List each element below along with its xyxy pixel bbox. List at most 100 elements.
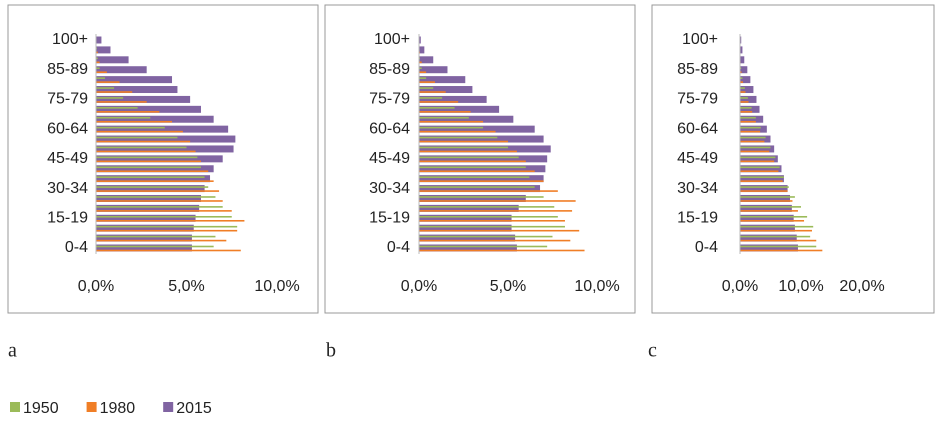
- bar: [96, 135, 236, 143]
- bar: [740, 81, 744, 83]
- x-tick-label: 10,0%: [574, 278, 619, 295]
- bar: [96, 180, 214, 182]
- bar: [740, 215, 808, 218]
- bar: [740, 194, 791, 202]
- bar: [740, 66, 748, 74]
- bar: [96, 170, 209, 173]
- bar: [96, 116, 151, 119]
- bar: [740, 140, 765, 143]
- bar: [419, 166, 526, 169]
- y-tick-label: 75-79: [47, 91, 88, 108]
- bar: [740, 219, 805, 222]
- bar: [96, 155, 223, 163]
- bar: [419, 56, 434, 64]
- bar: [740, 185, 788, 193]
- bar: [419, 145, 551, 153]
- bar: [740, 239, 817, 242]
- bar: [740, 175, 784, 183]
- bar: [419, 194, 526, 202]
- bar: [419, 234, 516, 242]
- bar: [96, 204, 200, 212]
- legend-label: 1950: [23, 400, 59, 417]
- bar: [740, 120, 756, 123]
- bar: [740, 180, 783, 182]
- bar: [419, 86, 473, 94]
- bar: [96, 229, 238, 232]
- bar: [740, 136, 766, 139]
- y-tick-label: 30-34: [677, 180, 718, 197]
- bar: [740, 125, 767, 133]
- bar: [740, 101, 749, 103]
- legend-swatch: [10, 402, 20, 412]
- bar: [419, 185, 541, 193]
- y-tick-label: 60-64: [369, 120, 410, 137]
- bar: [96, 95, 191, 103]
- bar: [419, 219, 565, 222]
- x-tick-label: 5,0%: [490, 278, 526, 295]
- bar: [740, 190, 788, 192]
- bar: [419, 170, 535, 173]
- y-tick-label: 15-19: [677, 210, 718, 227]
- panel-label: b: [326, 340, 336, 362]
- bar: [96, 200, 223, 202]
- bar: [96, 166, 201, 169]
- bar: [96, 215, 232, 218]
- bar: [419, 206, 555, 208]
- bar: [419, 165, 546, 173]
- bar: [419, 150, 517, 153]
- bar: [740, 244, 798, 252]
- bar: [96, 97, 124, 99]
- bar: [96, 115, 214, 123]
- bar: [419, 126, 484, 129]
- bar: [419, 101, 459, 103]
- y-tick-label: 15-19: [47, 210, 88, 227]
- y-tick-label: 75-79: [369, 91, 410, 108]
- y-tick-label: 85-89: [47, 61, 88, 78]
- bar: [96, 57, 98, 60]
- bar: [96, 105, 201, 113]
- bar: [740, 156, 776, 159]
- bar: [740, 135, 771, 143]
- bar: [419, 244, 517, 252]
- y-tick-label: 0-4: [387, 239, 410, 256]
- bar: [96, 66, 147, 74]
- bar: [96, 107, 138, 109]
- bar: [96, 146, 187, 149]
- bar: [419, 235, 553, 238]
- bar: [740, 200, 793, 202]
- bar: [740, 249, 823, 252]
- x-tick-label: 5,0%: [168, 278, 204, 295]
- bar: [419, 245, 548, 248]
- bar: [419, 125, 535, 133]
- y-tick-label: 60-64: [47, 120, 88, 137]
- bar: [740, 77, 743, 79]
- bar: [740, 155, 778, 163]
- bar: [740, 204, 792, 212]
- legend-swatch: [163, 402, 174, 412]
- bar: [96, 36, 102, 44]
- x-tick-label: 0,0%: [722, 278, 758, 295]
- bar: [96, 224, 194, 232]
- bar: [96, 101, 147, 103]
- bar: [96, 239, 227, 242]
- bar: [740, 229, 812, 232]
- bar: [96, 185, 205, 193]
- bar: [419, 155, 548, 163]
- x-tick-label: 20,0%: [839, 278, 884, 295]
- bar: [419, 156, 519, 159]
- bar: [740, 107, 752, 109]
- y-tick-label: 0-4: [65, 239, 88, 256]
- bar: [419, 76, 466, 84]
- x-tick-label: 0,0%: [401, 278, 437, 295]
- bar: [96, 91, 133, 93]
- bar: [740, 111, 753, 113]
- bar: [740, 166, 780, 169]
- x-tick-label: 10,0%: [254, 278, 299, 295]
- bar: [96, 125, 229, 133]
- bar: [96, 81, 120, 83]
- bar: [419, 66, 448, 74]
- bar: [740, 97, 748, 99]
- bar: [419, 36, 421, 44]
- bar: [740, 116, 756, 119]
